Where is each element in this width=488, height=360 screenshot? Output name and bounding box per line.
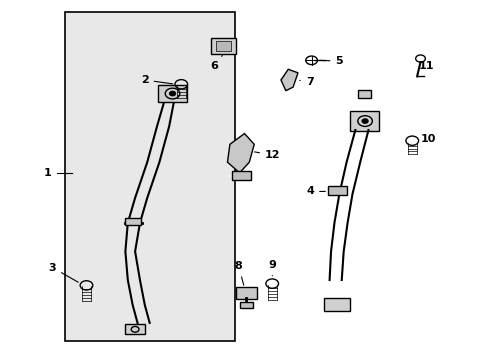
Polygon shape bbox=[281, 69, 297, 91]
FancyBboxPatch shape bbox=[124, 218, 141, 225]
FancyBboxPatch shape bbox=[240, 302, 252, 308]
FancyBboxPatch shape bbox=[324, 297, 349, 311]
Circle shape bbox=[169, 91, 175, 96]
Circle shape bbox=[362, 119, 367, 123]
FancyBboxPatch shape bbox=[124, 324, 145, 334]
Text: 11: 11 bbox=[418, 61, 434, 71]
Polygon shape bbox=[227, 134, 254, 173]
Text: 5: 5 bbox=[320, 56, 343, 66]
Text: 12: 12 bbox=[254, 150, 280, 160]
FancyBboxPatch shape bbox=[236, 287, 256, 298]
FancyBboxPatch shape bbox=[358, 90, 371, 98]
Text: 3: 3 bbox=[48, 262, 78, 282]
Text: 1: 1 bbox=[43, 168, 51, 178]
Text: 6: 6 bbox=[210, 55, 222, 71]
FancyBboxPatch shape bbox=[231, 171, 251, 180]
Text: 8: 8 bbox=[234, 261, 244, 285]
FancyBboxPatch shape bbox=[215, 41, 231, 51]
FancyBboxPatch shape bbox=[350, 111, 378, 131]
FancyBboxPatch shape bbox=[327, 186, 346, 195]
FancyBboxPatch shape bbox=[211, 38, 236, 54]
Text: 2: 2 bbox=[141, 75, 172, 85]
FancyBboxPatch shape bbox=[158, 85, 187, 102]
Text: 7: 7 bbox=[299, 77, 313, 87]
Text: 10: 10 bbox=[420, 134, 435, 144]
Text: 4: 4 bbox=[305, 186, 325, 197]
FancyBboxPatch shape bbox=[64, 12, 234, 341]
Text: 9: 9 bbox=[268, 260, 276, 276]
